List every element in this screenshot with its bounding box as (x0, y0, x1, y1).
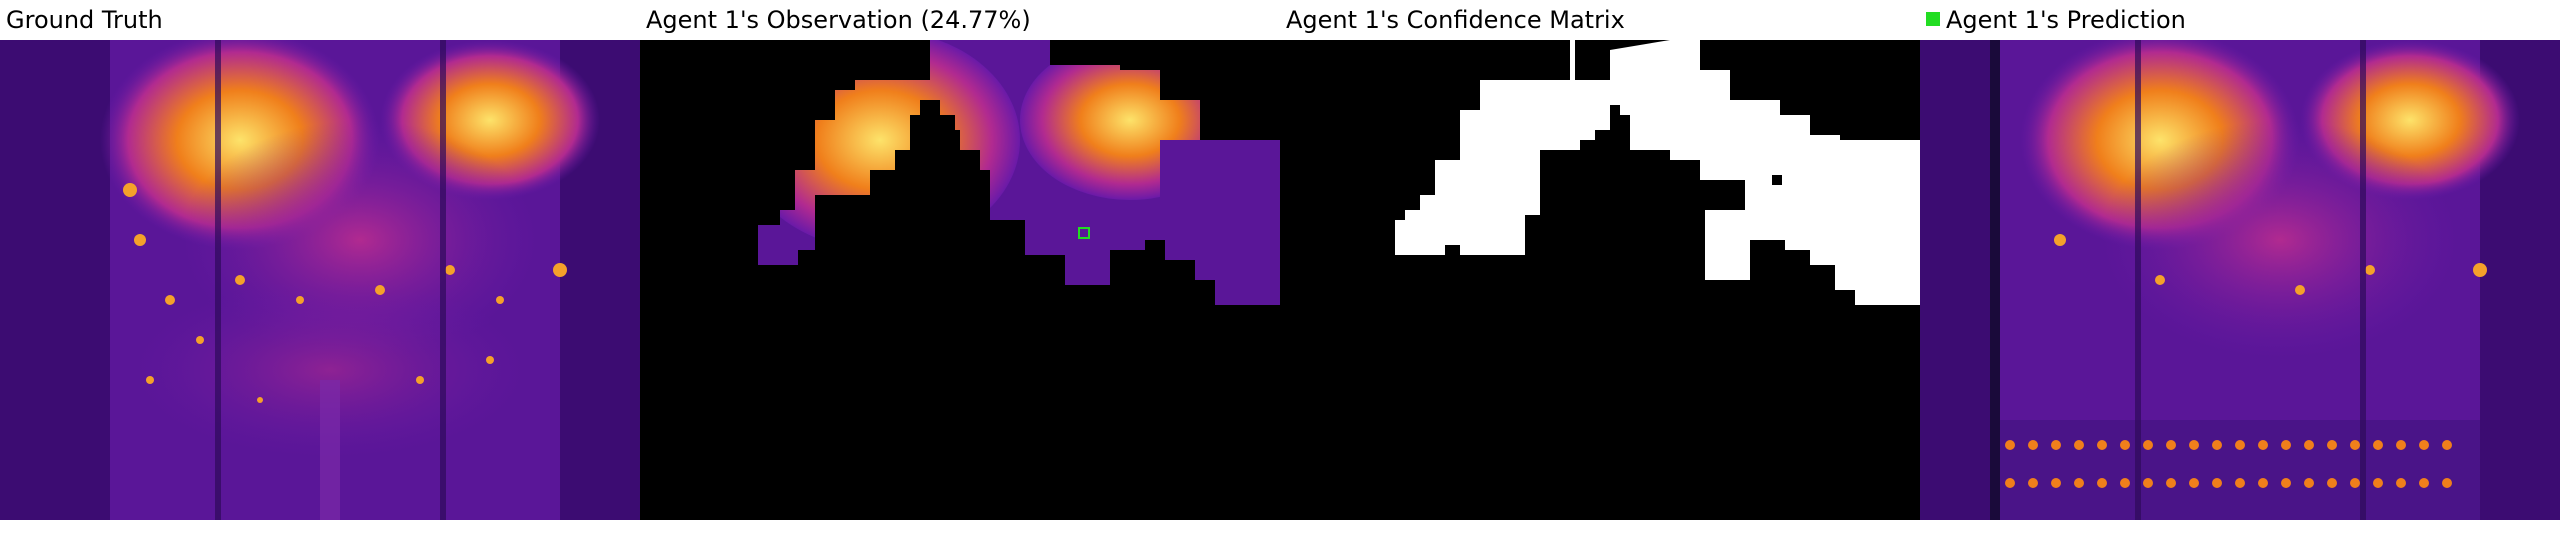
prediction-artifact-dot (2235, 478, 2245, 488)
prediction-artifact-dot (2396, 440, 2406, 450)
prediction-artifact-dot (2258, 440, 2268, 450)
prediction-artifact-dot (2442, 478, 2452, 488)
prediction-artifact-dot (2327, 440, 2337, 450)
prediction-artifact-dot (2212, 440, 2222, 450)
prediction-artifact-dot (2166, 440, 2176, 450)
agent-position-marker (1078, 227, 1090, 239)
prediction-artifact-dot (2419, 440, 2429, 450)
prediction-artifact-dot (2281, 440, 2291, 450)
prediction-artifact-dot (2212, 478, 2222, 488)
prediction-artifact-dot (2189, 478, 2199, 488)
prediction-artifact-dot (2396, 478, 2406, 488)
prediction-artifact-dot (2373, 478, 2383, 488)
confidence-matrix-image (1280, 40, 1920, 520)
prediction-artifact-dot (2051, 440, 2061, 450)
prediction-artifact-dot (2166, 478, 2176, 488)
prediction-artifact-dot (2350, 478, 2360, 488)
prediction-artifact-dot (2304, 478, 2314, 488)
prediction-artifact-dot (2074, 478, 2084, 488)
prediction-artifact-dot (2281, 478, 2291, 488)
ground-truth-title: Ground Truth (6, 6, 163, 34)
prediction-title-wrap: Agent 1's Prediction (1926, 4, 2186, 36)
prediction-artifact-dot (2005, 440, 2015, 450)
prediction-artifact-dot (2419, 478, 2429, 488)
prediction-artifact-dot (2074, 440, 2084, 450)
confidence-matrix-title: Agent 1's Confidence Matrix (1286, 6, 1625, 34)
prediction-artifact-dot (2143, 440, 2153, 450)
prediction-image (1920, 40, 2560, 520)
prediction-artifact-dot (2051, 478, 2061, 488)
prediction-title: Agent 1's Prediction (1946, 6, 2186, 34)
observation-image (640, 40, 1280, 520)
prediction-artifact-dot (2258, 478, 2268, 488)
prediction-artifact-dot (2028, 440, 2038, 450)
prediction-artifact-dot (2304, 440, 2314, 450)
prediction-artifact-dot (2120, 478, 2130, 488)
prediction-artifact-dot (2350, 440, 2360, 450)
prediction-artifact-dot (2028, 478, 2038, 488)
prediction-artifact-dot (2235, 440, 2245, 450)
prediction-artifact-dot (2327, 478, 2337, 488)
prediction-artifact-dot (2373, 440, 2383, 450)
prediction-artifact-dot (2120, 440, 2130, 450)
prediction-artifact-dot (2097, 478, 2107, 488)
observation-title: Agent 1's Observation (24.77%) (646, 6, 1031, 34)
prediction-artifact-dot (2189, 440, 2199, 450)
agent-marker-legend-icon (1926, 12, 1940, 26)
ground-truth-image (0, 40, 640, 520)
prediction-artifact-dot (2143, 478, 2153, 488)
prediction-artifact-dot (2097, 440, 2107, 450)
prediction-artifact-dot (2005, 478, 2015, 488)
prediction-artifact-dot (2442, 440, 2452, 450)
